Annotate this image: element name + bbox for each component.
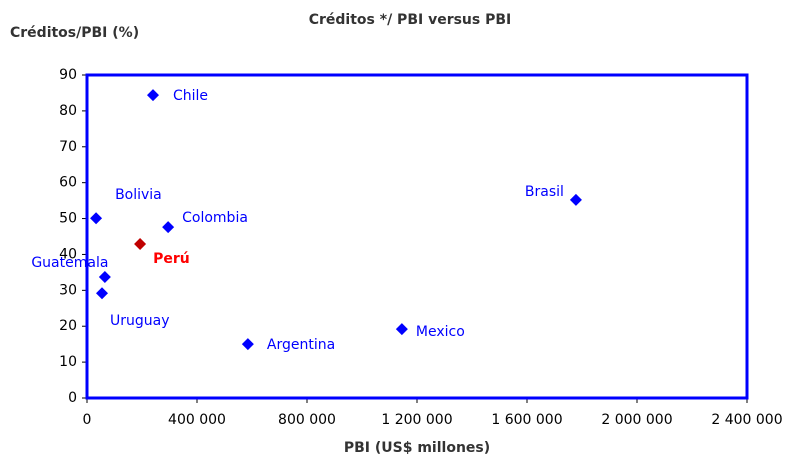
point-label: Argentina (267, 337, 335, 353)
plot-frame (85, 73, 749, 400)
y-tick-label: 0 (68, 390, 77, 406)
point (95, 287, 108, 300)
x-tick-label: 1 600 000 (491, 412, 562, 428)
y-tick-label: 10 (59, 354, 77, 370)
point (90, 212, 103, 225)
point-label: Guatemala (31, 255, 108, 271)
point-label: Uruguay (110, 313, 170, 329)
x-tick-label: 2 400 000 (711, 412, 782, 428)
chart-title: Créditos */ PBI versus PBI (309, 12, 512, 28)
point (147, 89, 159, 102)
point (162, 221, 175, 234)
y-tick-label: 70 (59, 139, 77, 155)
point (569, 193, 582, 206)
y-tick-label: 90 (59, 67, 77, 83)
point-label: Chile (173, 88, 208, 104)
point (241, 338, 254, 351)
point (98, 271, 111, 284)
point-label: Colombia (182, 210, 248, 226)
y-tick-label: 50 (59, 211, 77, 227)
x-tick-label: 0 (83, 412, 92, 428)
y-tick-label: 20 (59, 318, 77, 334)
y-tick-label: 60 (59, 175, 77, 191)
x-tick-label: 2 000 000 (601, 412, 672, 428)
y-tick-label: 30 (59, 282, 77, 298)
x-tick-label: 400 000 (168, 412, 226, 428)
y-tick-label: 40 (59, 246, 77, 262)
y-tick-label: 80 (59, 103, 77, 119)
point (395, 323, 408, 336)
point-label: Brasil (525, 184, 564, 200)
point (134, 238, 147, 251)
point-label: Bolivia (115, 187, 162, 203)
x-tick-label: 1 200 000 (381, 412, 452, 428)
x-axis-label: PBI (US$ millones) (344, 440, 490, 456)
y-axis-label: Créditos/PBI (%) (10, 25, 139, 41)
point-label: Mexico (416, 324, 465, 340)
point-label: Perú (153, 251, 190, 267)
x-tick-label: 800 000 (278, 412, 336, 428)
